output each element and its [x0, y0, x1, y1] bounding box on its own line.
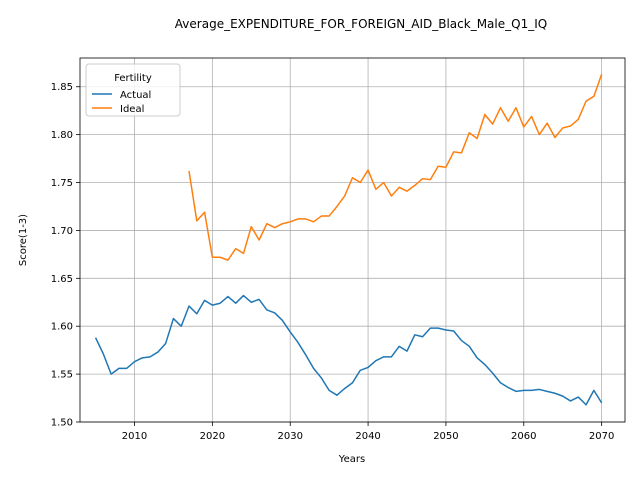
legend-box [85, 63, 181, 117]
x-tick-label: 2060 [511, 431, 536, 442]
x-tick-label: 2020 [200, 431, 225, 442]
legend-label-ideal: Ideal [120, 104, 144, 115]
series-line-actual [94, 294, 603, 406]
x-axis-ticks: 2010 2020 2030 2040 2050 2060 2070 [122, 422, 614, 442]
y-tick-label: 1.85 [51, 82, 73, 93]
y-tick-label: 1.70 [51, 226, 73, 237]
chart-title: Average_EXPENDITURE_FOR_FOREIGN_AID_Blac… [175, 17, 547, 31]
series-line-ideal [188, 74, 603, 261]
y-axis-label: Score(1-3) [18, 214, 29, 266]
y-tick-label: 1.75 [51, 178, 73, 189]
y-tick-label: 1.50 [51, 418, 73, 429]
y-tick-label: 1.55 [51, 370, 73, 381]
legend-title: Fertility [114, 73, 152, 84]
x-tick-label: 2070 [589, 431, 614, 442]
x-tick-label: 2010 [122, 431, 147, 442]
y-tick-label: 1.65 [51, 274, 73, 285]
y-tick-label: 1.60 [51, 322, 73, 333]
legend: Fertility Actual Ideal [85, 63, 181, 117]
x-tick-label: 2050 [433, 431, 458, 442]
series-lines [94, 74, 603, 406]
y-tick-label: 1.80 [51, 130, 73, 141]
y-axis-ticks: 1.50 1.55 1.60 1.65 1.70 1.75 1.80 1.85 [51, 82, 80, 429]
x-tick-label: 2040 [355, 431, 380, 442]
x-axis-label: Years [338, 454, 365, 465]
plot-area-frame [79, 57, 626, 423]
x-tick-label: 2030 [277, 431, 302, 442]
legend-label-actual: Actual [120, 90, 151, 101]
